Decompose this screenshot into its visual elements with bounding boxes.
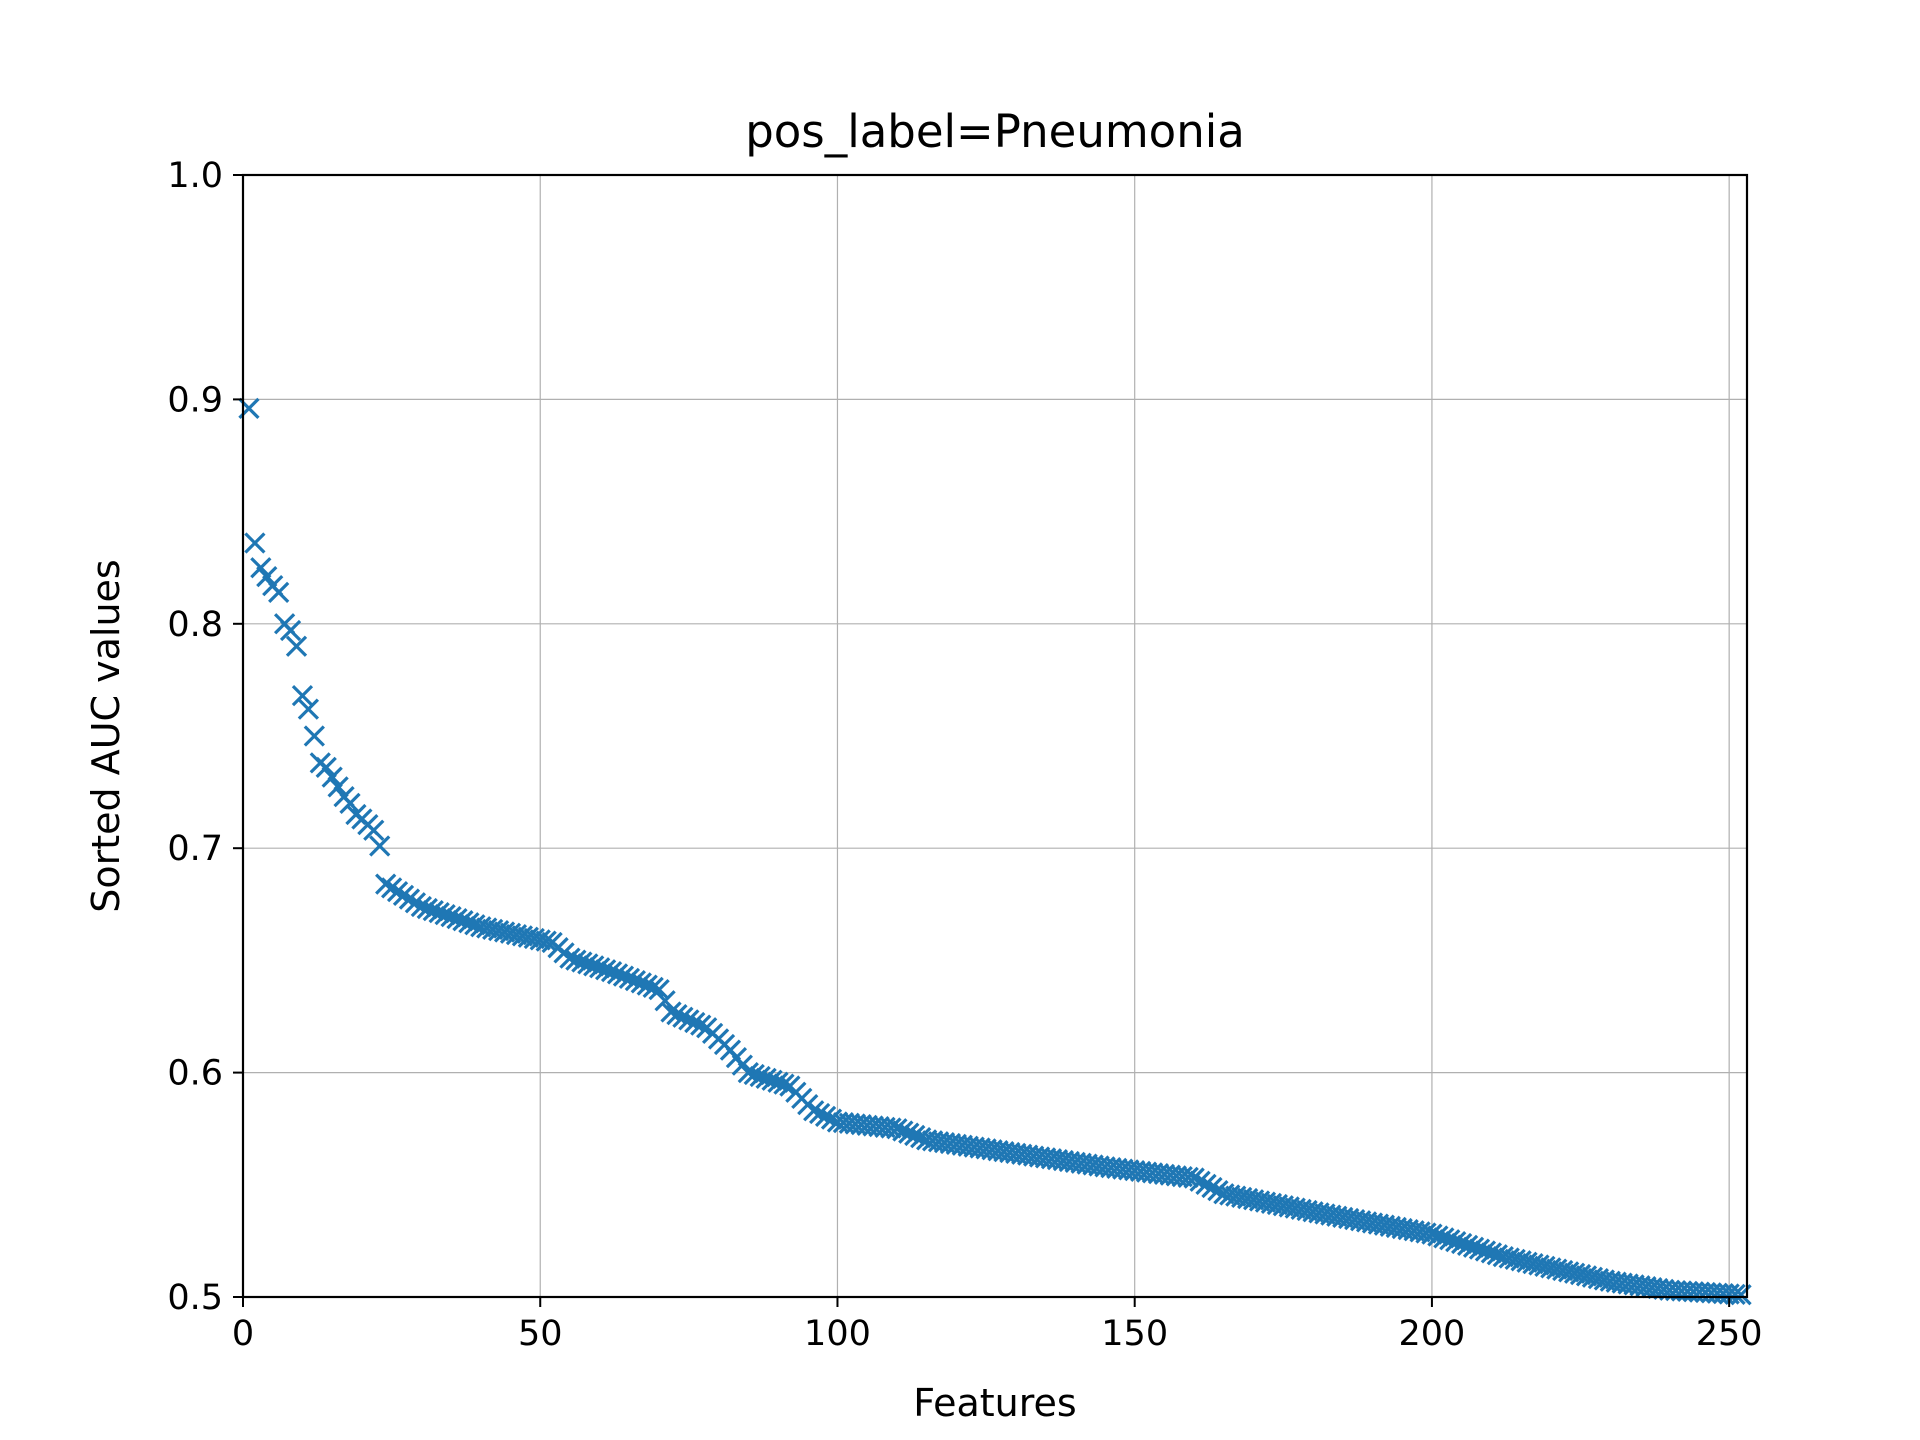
data-point (434, 903, 456, 926)
data-point (892, 1120, 914, 1142)
data-point (1183, 1167, 1205, 1189)
data-point (268, 581, 290, 604)
data-point (1433, 1227, 1455, 1249)
data-point (428, 901, 450, 924)
data-point (1189, 1170, 1211, 1192)
y-tick-label: 0.5 (167, 1278, 223, 1318)
data-point (452, 910, 474, 932)
data-point (583, 955, 605, 977)
data-point (898, 1122, 920, 1144)
data-point (1462, 1236, 1485, 1258)
data-point (886, 1118, 908, 1140)
data-point (1201, 1176, 1223, 1199)
data-point (422, 899, 444, 922)
data-point (820, 1108, 843, 1130)
data-point (690, 1014, 712, 1036)
data-point (565, 949, 587, 971)
data-point (594, 959, 617, 981)
y-tick-label: 0.9 (167, 380, 223, 420)
x-tick-label: 0 (232, 1314, 254, 1354)
data-point (910, 1127, 932, 1149)
data-point (672, 1006, 694, 1028)
data-point (618, 967, 641, 989)
data-point (600, 960, 623, 983)
chart-title: pos_label=Pneumonia (745, 105, 1245, 158)
data-point (1195, 1173, 1217, 1195)
data-markers (238, 397, 1752, 1306)
data-point (440, 906, 462, 928)
data-point (743, 1063, 765, 1086)
data-point (571, 951, 593, 973)
data-point (279, 619, 302, 642)
data-point (749, 1065, 771, 1088)
data-point (666, 1003, 688, 1026)
data-point (737, 1061, 759, 1084)
data-point (773, 1073, 795, 1095)
y-tick-label: 1.0 (167, 156, 223, 196)
data-point (761, 1069, 783, 1091)
data-point (285, 635, 308, 657)
data-point (755, 1067, 777, 1090)
data-point (1468, 1238, 1491, 1260)
x-tick-label: 150 (1101, 1314, 1168, 1354)
data-point (291, 684, 314, 707)
data-point (1445, 1231, 1467, 1253)
data-point (1421, 1223, 1443, 1245)
data-point (814, 1105, 837, 1127)
data-point (535, 930, 557, 952)
data-point (363, 819, 385, 841)
data-point (678, 1009, 700, 1031)
data-point (369, 835, 391, 857)
data-point (1451, 1232, 1473, 1255)
data-point (636, 974, 658, 996)
data-point (589, 957, 611, 979)
axes-frame (241, 173, 1749, 1299)
data-point (612, 965, 635, 987)
x-tick-label: 200 (1399, 1314, 1466, 1354)
data-point (809, 1102, 831, 1125)
x-tick-label: 50 (518, 1314, 563, 1354)
y-tick-label: 0.6 (167, 1054, 223, 1094)
data-point (1207, 1179, 1229, 1202)
data-point (1474, 1240, 1497, 1262)
data-point (624, 969, 646, 992)
x-tick-label: 250 (1696, 1314, 1763, 1354)
data-point (630, 972, 652, 994)
data-point (1456, 1234, 1479, 1257)
data-point (684, 1011, 706, 1034)
y-tick-label: 0.8 (167, 605, 223, 645)
data-point (303, 725, 325, 747)
data-point (1439, 1229, 1461, 1251)
data-point (1486, 1244, 1508, 1266)
data-point (1427, 1225, 1449, 1247)
data-point (767, 1071, 789, 1093)
data-point (577, 953, 599, 975)
data-point (559, 947, 581, 969)
y-tick-label: 0.7 (167, 829, 223, 869)
data-point (416, 897, 438, 920)
data-point (660, 1001, 682, 1023)
data-point (410, 895, 432, 918)
data-point (244, 532, 266, 554)
data-point (803, 1100, 825, 1122)
data-point (446, 908, 468, 930)
data-point (1480, 1242, 1503, 1264)
data-point (339, 792, 361, 814)
data-point (458, 912, 480, 934)
data-point (904, 1124, 926, 1147)
x-tick-label: 100 (804, 1314, 871, 1354)
data-point (606, 963, 629, 985)
data-point (327, 776, 349, 798)
data-point (464, 914, 486, 936)
axis-ticks: 0 50 100 150 200 250 0.5 0.6 0.7 0.8 0.9 1.0 (167, 156, 1762, 1354)
data-point (321, 766, 343, 788)
y-axis-title: Sorted AUC values (84, 559, 128, 913)
data-point (315, 756, 337, 779)
x-axis-title: Features (913, 1381, 1076, 1425)
data-point (648, 978, 670, 1001)
data-point (297, 698, 320, 720)
data-point (1177, 1166, 1199, 1188)
